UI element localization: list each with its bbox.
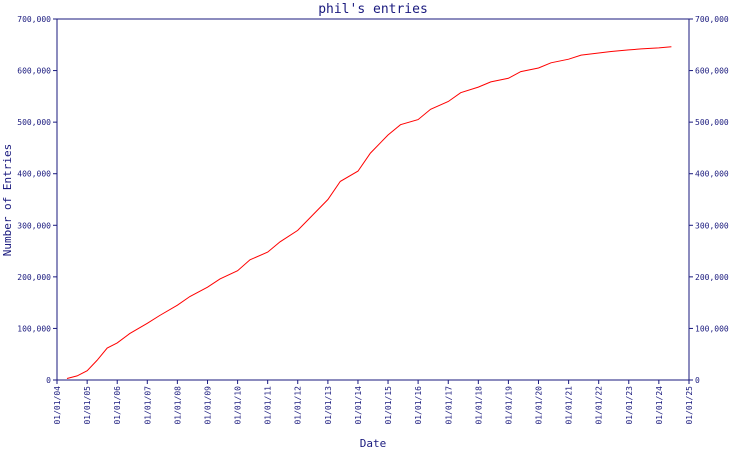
y-tick-label-right: 200,000 — [695, 273, 729, 282]
y-tick-label-left: 600,000 — [17, 67, 51, 76]
y-tick-label-right: 500,000 — [695, 118, 729, 127]
y-tick-label-left: 400,000 — [17, 170, 51, 179]
y-tick-label-left: 300,000 — [17, 221, 51, 230]
chart-title: phil's entries — [318, 2, 428, 17]
y-tick-label-right: 300,000 — [695, 221, 729, 230]
x-tick-label: 01/01/19 — [504, 386, 513, 425]
y-tick-label-left: 100,000 — [17, 324, 51, 333]
x-ticks: 01/01/04 01/01/05 01/01/06 01/01/07 01/01/08… — [53, 380, 694, 425]
x-tick-label: 01/01/15 — [384, 386, 393, 425]
y-tick-label-right: 100,000 — [695, 324, 729, 333]
y-tick-label-right: 600,000 — [695, 67, 729, 76]
y-tick-label-right: 400,000 — [695, 170, 729, 179]
y-tick-label-right: 700,000 — [695, 15, 729, 24]
y-tick-label-right: 0 — [695, 376, 700, 385]
x-tick-label: 01/01/23 — [625, 386, 634, 425]
x-tick-label: 01/01/16 — [414, 386, 423, 425]
y-tick-label-left: 500,000 — [17, 118, 51, 127]
y-tick-label-left: 700,000 — [17, 15, 51, 24]
x-tick-label: 01/01/20 — [534, 386, 543, 425]
x-tick-label: 01/01/13 — [324, 386, 333, 425]
x-tick-label: 01/01/04 — [53, 386, 62, 425]
y-ticks: 0 0 100,000 100,000 200,000 200,000 300,000 300… — [17, 15, 729, 385]
axes — [56, 18, 690, 381]
x-tick-label: 01/01/07 — [143, 386, 152, 425]
x-tick-label: 01/01/25 — [685, 386, 694, 425]
series-line — [66, 46, 672, 379]
y-axis-label: Number of Entries — [1, 144, 14, 257]
x-tick-label: 01/01/08 — [173, 386, 182, 425]
y-tick-label-left: 200,000 — [17, 273, 51, 282]
x-tick-label: 01/01/12 — [294, 386, 303, 425]
x-tick-label: 01/01/05 — [83, 386, 92, 425]
y-tick-label-left: 0 — [46, 376, 51, 385]
x-tick-label: 01/01/18 — [474, 386, 483, 425]
x-tick-label: 01/01/06 — [113, 386, 122, 425]
x-tick-label: 01/01/24 — [655, 386, 664, 425]
x-tick-label: 01/01/17 — [444, 386, 453, 425]
plot-frame — [56, 18, 690, 381]
x-tick-label: 01/01/09 — [204, 386, 213, 425]
x-tick-label: 01/01/22 — [595, 386, 604, 425]
x-tick-label: 01/01/14 — [354, 386, 363, 425]
x-axis-label: Date — [360, 437, 387, 450]
x-tick-label: 01/01/21 — [565, 386, 574, 425]
x-tick-label: 01/01/10 — [234, 386, 243, 425]
x-tick-label: 01/01/11 — [264, 386, 273, 425]
